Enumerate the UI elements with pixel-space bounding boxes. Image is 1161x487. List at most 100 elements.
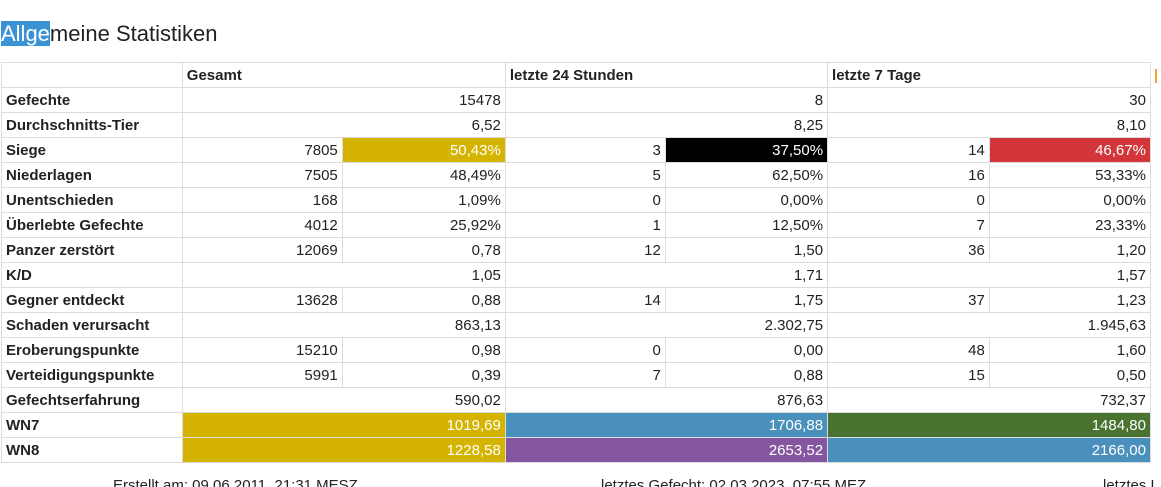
statistics-table: Gesamt letzte 24 Stunden letzte 7 Tage Gefe… (1, 62, 1161, 463)
cell-total-rate: 48,49% (341, 162, 506, 188)
row-edge (1149, 387, 1161, 413)
cell-total-value: 1,05 (181, 262, 506, 288)
cell-total-rate: 0,39 (341, 362, 506, 388)
cell-last-7d-rate: 46,67% (988, 137, 1151, 163)
cell-last-24h-value: 2653,52 (504, 437, 829, 463)
cell-last-7d-value: 30 (827, 87, 1151, 113)
row-edge (1149, 362, 1161, 388)
cell-total-value: 6,52 (181, 112, 506, 138)
cell-last-7d-count: 36 (827, 237, 990, 263)
cell-last-24h-value: 8,25 (504, 112, 829, 138)
table-row: Siege 7805 50,43% 3 37,50% 14 46,67% (1, 137, 1161, 163)
cell-last-24h-rate: 12,50% (664, 212, 829, 238)
row-edge (1149, 212, 1161, 238)
cell-total-rate: 0,88 (341, 287, 506, 313)
cell-last-7d-count: 7 (827, 212, 990, 238)
cell-last-24h-rate: 62,50% (664, 162, 829, 188)
row-label: Gegner entdeckt (1, 287, 183, 313)
cell-total-count: 7505 (181, 162, 343, 188)
table-row: K/D 1,05 1,71 1,57 (1, 262, 1161, 288)
table-row: WN8 1228,58 2653,52 2166,00 (1, 437, 1161, 463)
cell-total-count: 168 (181, 187, 343, 213)
cell-last-24h-value: 876,63 (504, 387, 829, 413)
row-edge (1149, 412, 1161, 438)
cell-last-7d-rate: 0,00% (988, 187, 1151, 213)
row-label: Schaden verursacht (1, 312, 183, 338)
table-row: Verteidigungspunkte 5991 0,39 7 0,88 15 0,50 (1, 362, 1161, 388)
cell-last-7d-value: 1484,80 (827, 412, 1151, 438)
header-row: Gesamt letzte 24 Stunden letzte 7 Tage (1, 62, 1161, 88)
cell-total-rate: 0,78 (341, 237, 506, 263)
cell-last-7d-rate: 1,20 (988, 237, 1151, 263)
cell-last-7d-count: 48 (827, 337, 990, 363)
row-edge (1149, 137, 1161, 163)
header-edge-mark (1154, 68, 1157, 83)
cell-last-7d-count: 16 (827, 162, 990, 188)
cell-last-7d-rate: 23,33% (988, 212, 1151, 238)
row-label: Eroberungspunkte (1, 337, 183, 363)
table-row: Gegner entdeckt 13628 0,88 14 1,75 37 1,23 (1, 287, 1161, 313)
cell-last-24h-rate: 1,75 (664, 287, 829, 313)
cell-last-24h-value: 1,71 (504, 262, 829, 288)
cell-last-24h-rate: 37,50% (664, 137, 829, 163)
table-row: Schaden verursacht 863,13 2.302,75 1.945,63 (1, 312, 1161, 338)
cell-total-count: 13628 (181, 287, 343, 313)
cell-last-24h-value: 2.302,75 (504, 312, 829, 338)
cell-last-24h-rate: 1,50 (664, 237, 829, 263)
created-date: Erstellt am: 09.06.2011, 21:31 MESZ (113, 479, 358, 487)
header-edge (1149, 62, 1161, 88)
row-label: Überlebte Gefechte (1, 212, 183, 238)
cell-total-value: 1228,58 (181, 437, 506, 463)
table-row: Durchschnitts-Tier 6,52 8,25 8,10 (1, 112, 1161, 138)
row-label: Niederlagen (1, 162, 183, 188)
cell-last-7d-rate: 53,33% (988, 162, 1151, 188)
row-label: WN8 (1, 437, 183, 463)
cell-last-7d-value: 2166,00 (827, 437, 1151, 463)
row-edge (1149, 312, 1161, 338)
row-edge (1149, 262, 1161, 288)
cell-total-count: 12069 (181, 237, 343, 263)
footer: Erstellt am: 09.06.2011, 21:31 MESZ letz… (0, 479, 1161, 487)
row-edge (1149, 187, 1161, 213)
table-row: Gefechtserfahrung 590,02 876,63 732,37 (1, 387, 1161, 413)
row-edge (1149, 112, 1161, 138)
cell-last-24h-count: 1 (504, 212, 666, 238)
page-title-selected-text[interactable]: Allge (1, 21, 50, 46)
row-edge (1149, 87, 1161, 113)
last-update-partial: letztes L (1103, 479, 1159, 487)
row-label: K/D (1, 262, 183, 288)
cell-total-count: 4012 (181, 212, 343, 238)
last-battle-date: letztes Gefecht: 02.03.2023, 07:55 MEZ (601, 479, 866, 487)
cell-last-7d-value: 8,10 (827, 112, 1151, 138)
table-row: Niederlagen 7505 48,49% 5 62,50% 16 53,33% (1, 162, 1161, 188)
cell-last-24h-count: 12 (504, 237, 666, 263)
row-edge (1149, 337, 1161, 363)
row-label: Unentschieden (1, 187, 183, 213)
cell-last-24h-count: 3 (504, 137, 666, 163)
cell-last-7d-count: 15 (827, 362, 990, 388)
cell-last-24h-value: 8 (504, 87, 829, 113)
cell-total-value: 1019,69 (181, 412, 506, 438)
cell-last-7d-value: 1,57 (827, 262, 1151, 288)
row-label: Panzer zerstört (1, 237, 183, 263)
cell-last-7d-value: 732,37 (827, 387, 1151, 413)
page-title-text: meine Statistiken (49, 21, 218, 46)
row-label: Gefechtserfahrung (1, 387, 183, 413)
cell-last-7d-count: 14 (827, 137, 990, 163)
cell-total-count: 15210 (181, 337, 343, 363)
cell-total-value: 15478 (181, 87, 506, 113)
header-total: Gesamt (181, 62, 506, 88)
row-label: Gefechte (1, 87, 183, 113)
header-last-24h: letzte 24 Stunden (504, 62, 829, 88)
row-edge (1149, 162, 1161, 188)
cell-total-count: 5991 (181, 362, 343, 388)
cell-last-7d-count: 37 (827, 287, 990, 313)
cell-last-24h-count: 5 (504, 162, 666, 188)
cell-total-rate: 0,98 (341, 337, 506, 363)
table-row: Unentschieden 168 1,09% 0 0,00% 0 0,00% (1, 187, 1161, 213)
table-row: WN7 1019,69 1706,88 1484,80 (1, 412, 1161, 438)
cell-last-7d-value: 1.945,63 (827, 312, 1151, 338)
page-title: Allgemeine Statistiken (1, 20, 217, 48)
cell-last-24h-count: 14 (504, 287, 666, 313)
row-edge (1149, 437, 1161, 463)
